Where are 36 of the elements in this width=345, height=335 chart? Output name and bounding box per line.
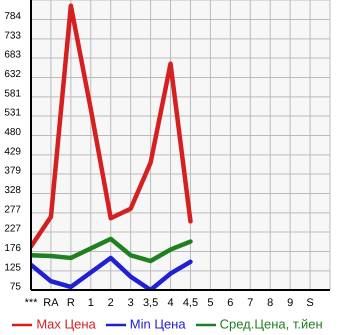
- line-series: [31, 3, 193, 249]
- line-series: [31, 256, 193, 290]
- x-tick-label: 7: [247, 296, 254, 309]
- x-tick-label: S: [306, 296, 314, 309]
- x-tick-label: 9: [287, 296, 294, 309]
- x-tick-label: 3: [128, 296, 134, 309]
- line-series: [31, 236, 193, 264]
- x-tick-label: 4: [167, 296, 174, 309]
- x-tick-label: 1: [88, 296, 94, 309]
- x-tick-label: 3,5: [142, 296, 158, 309]
- x-tick-label: R: [66, 296, 75, 309]
- legend-label: Сред.Цена, т.йен: [220, 316, 323, 332]
- x-tick-label: 8: [267, 296, 274, 309]
- y-tick-label: 328: [4, 185, 22, 196]
- x-tick-label: 2: [108, 296, 114, 309]
- x-tick-label: RA: [43, 296, 60, 309]
- y-tick-label: 531: [4, 108, 22, 119]
- y-tick-label: 429: [4, 146, 22, 158]
- legend-label: Max Цена: [36, 316, 96, 332]
- legend-label: Min Цена: [130, 316, 186, 332]
- y-tick-label: 227: [4, 224, 22, 235]
- x-tick-label: 4,5: [182, 296, 198, 309]
- y-tick-label: 176: [4, 243, 22, 254]
- x-tick-label: ***: [24, 296, 38, 309]
- y-tick-label: 683: [4, 50, 22, 61]
- x-tick-label: 5: [207, 296, 214, 309]
- y-tick-label: 632: [4, 69, 22, 80]
- y-tick-label: 581: [4, 88, 22, 100]
- y-tick-label: 784: [4, 11, 22, 22]
- y-tick-label: 480: [4, 127, 22, 138]
- y-tick-label: 75: [10, 282, 22, 293]
- y-tick-label: 733: [4, 30, 22, 42]
- y-tick-label: 277: [4, 204, 22, 216]
- y-tick-label: 379: [4, 166, 22, 177]
- y-tick-label: 125: [4, 262, 22, 274]
- x-tick-label: 6: [227, 296, 234, 309]
